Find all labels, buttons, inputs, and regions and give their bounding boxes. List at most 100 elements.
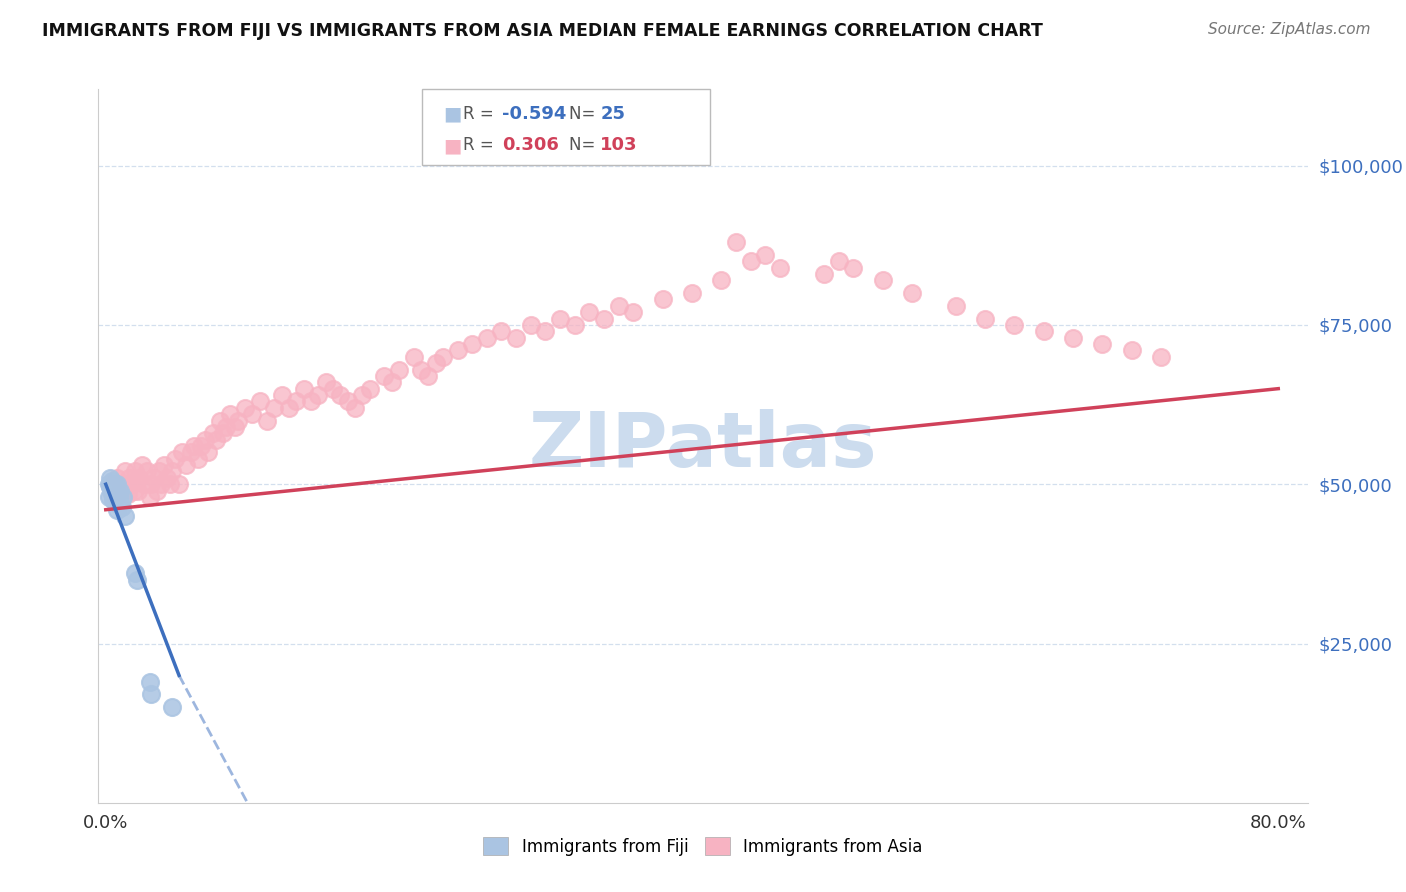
Point — [307, 388, 329, 402]
Point — [681, 286, 703, 301]
Point — [402, 350, 425, 364]
Point — [292, 382, 315, 396]
Point — [103, 477, 125, 491]
Point — [270, 388, 292, 402]
Point — [98, 471, 121, 485]
Point — [135, 465, 157, 479]
Point — [740, 254, 762, 268]
Point — [872, 273, 894, 287]
Point — [548, 311, 571, 326]
Point — [315, 376, 337, 390]
Point — [105, 483, 128, 498]
Point — [974, 311, 997, 326]
Point — [163, 451, 186, 466]
Point — [107, 502, 129, 516]
Point — [505, 331, 527, 345]
Point — [224, 420, 246, 434]
Point — [201, 426, 224, 441]
Point — [534, 324, 557, 338]
Point — [112, 490, 135, 504]
Point — [156, 471, 179, 485]
Text: N=: N= — [569, 105, 600, 123]
Point — [187, 451, 209, 466]
Point — [475, 331, 498, 345]
Point — [263, 401, 285, 415]
Point — [100, 474, 122, 488]
Point — [754, 248, 776, 262]
Point — [578, 305, 600, 319]
Point — [128, 471, 150, 485]
Point — [710, 273, 733, 287]
Point — [593, 311, 616, 326]
Point — [219, 407, 242, 421]
Text: ■: ■ — [443, 104, 461, 123]
Point — [769, 260, 792, 275]
Point — [329, 388, 352, 402]
Text: -0.594: -0.594 — [502, 105, 567, 123]
Point — [564, 318, 586, 332]
Point — [160, 465, 183, 479]
Text: Source: ZipAtlas.com: Source: ZipAtlas.com — [1208, 22, 1371, 37]
Point — [143, 471, 166, 485]
Point — [380, 376, 402, 390]
Point — [409, 362, 432, 376]
Point — [491, 324, 513, 338]
Point — [117, 487, 139, 501]
Point — [418, 368, 440, 383]
Text: N=: N= — [569, 136, 600, 154]
Point — [607, 299, 630, 313]
Point — [160, 700, 183, 714]
Point — [110, 483, 132, 498]
Point — [122, 483, 145, 498]
Point — [432, 350, 454, 364]
Point — [1062, 331, 1084, 345]
Point — [159, 477, 181, 491]
Point — [180, 445, 202, 459]
Text: ZIPatlas: ZIPatlas — [529, 409, 877, 483]
Point — [110, 496, 132, 510]
Point — [141, 477, 163, 491]
Point — [183, 439, 205, 453]
Point — [107, 477, 129, 491]
Point — [97, 477, 120, 491]
Point — [226, 413, 249, 427]
Point — [110, 483, 132, 498]
Point — [146, 483, 169, 498]
Point — [352, 388, 374, 402]
Point — [148, 465, 170, 479]
Point — [359, 382, 381, 396]
Point — [256, 413, 278, 427]
Point — [101, 477, 124, 491]
Point — [121, 477, 143, 491]
Point — [373, 368, 395, 383]
Point — [132, 477, 155, 491]
Point — [240, 407, 263, 421]
Point — [167, 477, 190, 491]
Text: ■: ■ — [443, 136, 461, 155]
Point — [901, 286, 924, 301]
Point — [124, 566, 146, 581]
Point — [204, 433, 226, 447]
Point — [212, 426, 235, 441]
Point — [1150, 350, 1173, 364]
Point — [176, 458, 198, 472]
Text: R =: R = — [463, 136, 499, 154]
Point — [813, 267, 835, 281]
Point — [101, 483, 124, 498]
Point — [124, 465, 146, 479]
Point — [233, 401, 256, 415]
Point — [138, 674, 160, 689]
Point — [170, 445, 193, 459]
Point — [1032, 324, 1054, 338]
Text: 25: 25 — [600, 105, 626, 123]
Point — [425, 356, 447, 370]
Point — [1121, 343, 1143, 358]
Point — [1091, 337, 1114, 351]
Point — [118, 471, 141, 485]
Point — [343, 401, 366, 415]
Point — [215, 420, 238, 434]
Point — [520, 318, 543, 332]
Point — [141, 688, 163, 702]
Text: 0.306: 0.306 — [502, 136, 558, 154]
Point — [150, 477, 173, 491]
